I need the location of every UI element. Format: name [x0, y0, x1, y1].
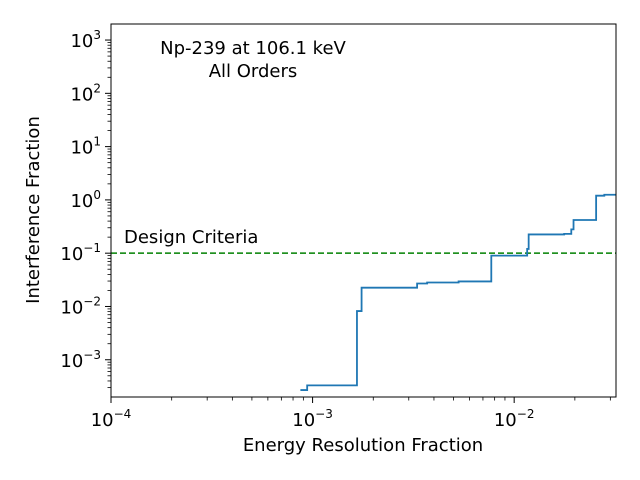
data-series: [300, 193, 616, 391]
y-tick-label: 100: [70, 188, 101, 212]
y-tick-label: 101: [70, 135, 101, 159]
x-tick-label: 10−3: [292, 407, 333, 431]
axis-ticks: 10−4 10−3 10−2 10−3 10−2 10−1 100 101 102 103: [60, 28, 611, 431]
plot-frame: [110, 23, 617, 398]
series-line: [300, 193, 616, 391]
design-criteria-label: Design Criteria: [124, 227, 258, 248]
y-tick-label: 10−1: [60, 241, 101, 265]
annotation-title-line2: All Orders: [209, 61, 298, 82]
x-axis-label: Energy Resolution Fraction: [243, 435, 483, 456]
y-tick-label: 10−3: [60, 348, 101, 372]
y-tick-label: 103: [70, 28, 101, 52]
y-axis-label: Interference Fraction: [23, 116, 44, 304]
annotation-title-line1: Np-239 at 106.1 keV: [160, 38, 346, 59]
x-tick-label: 10−4: [91, 407, 132, 431]
y-tick-label: 10−2: [60, 294, 101, 318]
x-tick-label: 10−2: [494, 407, 535, 431]
y-tick-label: 102: [70, 81, 101, 105]
